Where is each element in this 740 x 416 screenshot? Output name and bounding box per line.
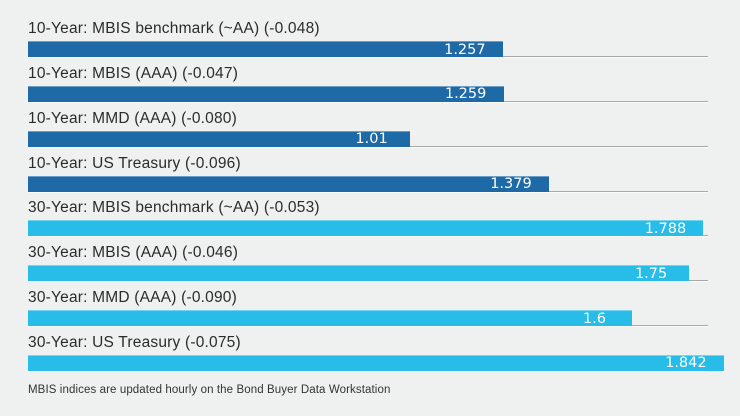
axis-track-line: 1.379 — [28, 175, 708, 193]
bar: 1.259 — [28, 85, 504, 103]
chart-row: 10-Year: MMD (AAA) (-0.080) 1.01 — [28, 104, 708, 149]
bar-value-label: 1.788 — [644, 220, 687, 237]
chart-row: 10-Year: US Treasury (-0.096) 1.379 — [28, 149, 708, 194]
bar: 1.01 — [28, 130, 410, 148]
axis-track-line: 1.01 — [28, 130, 708, 148]
bar-value-label: 1.379 — [490, 176, 532, 193]
bar-value-label: 1.842 — [665, 355, 707, 372]
axis-track-line: 1.75 — [28, 265, 708, 282]
category-label: 30-Year: MBIS benchmark (~AA) (-0.053) — [28, 199, 320, 217]
bar-chart: 10-Year: MBIS benchmark (~AA) (-0.048) 1… — [28, 14, 724, 373]
chart-row: 30-Year: MBIS (AAA) (-0.046) 1.75 — [28, 238, 708, 283]
bar: 1.842 — [28, 354, 724, 372]
footer-note: MBIS indices are updated hourly on the B… — [28, 384, 391, 396]
bar: 1.379 — [28, 175, 549, 193]
bar: 1.257 — [28, 41, 503, 58]
category-label: 10-Year: US Treasury (-0.096) — [28, 154, 241, 172]
bar-value-label: 1.75 — [634, 265, 668, 282]
axis-track-line: 1.788 — [28, 220, 708, 237]
bar: 1.788 — [28, 220, 704, 237]
bar: 1.6 — [28, 310, 633, 327]
axis-track-line: 1.842 — [28, 354, 724, 371]
category-label: 10-Year: MBIS benchmark (~AA) (-0.048) — [28, 20, 320, 37]
chart-row: 30-Year: MMD (AAA) (-0.090) 1.6 — [28, 283, 708, 328]
bar-value-label: 1.259 — [444, 86, 487, 103]
category-label: 10-Year: MMD (AAA) (-0.080) — [28, 109, 237, 127]
chart-row: 10-Year: MBIS benchmark (~AA) (-0.048) 1… — [28, 14, 708, 59]
category-label: 30-Year: US Treasury (-0.075) — [28, 333, 241, 351]
bar: 1.75 — [28, 265, 690, 282]
axis-track-line: 1.6 — [28, 310, 708, 327]
bar-value-label: 1.257 — [444, 41, 486, 58]
chart-row: 30-Year: US Treasury (-0.075) 1.842 — [28, 328, 724, 373]
chart-row: 30-Year: MBIS benchmark (~AA) (-0.053) 1… — [28, 193, 708, 238]
chart-row: 10-Year: MBIS (AAA) (-0.047) 1.259 — [28, 59, 708, 104]
category-label: 30-Year: MMD (AAA) (-0.090) — [28, 289, 237, 307]
category-label: 30-Year: MBIS (AAA) (-0.046) — [28, 244, 239, 262]
axis-track-line: 1.259 — [28, 85, 708, 103]
bar-value-label: 1.01 — [355, 131, 388, 148]
category-label: 10-Year: MBIS (AAA) (-0.047) — [28, 64, 239, 82]
bar-value-label: 1.6 — [582, 310, 606, 327]
axis-track-line: 1.257 — [28, 41, 708, 58]
